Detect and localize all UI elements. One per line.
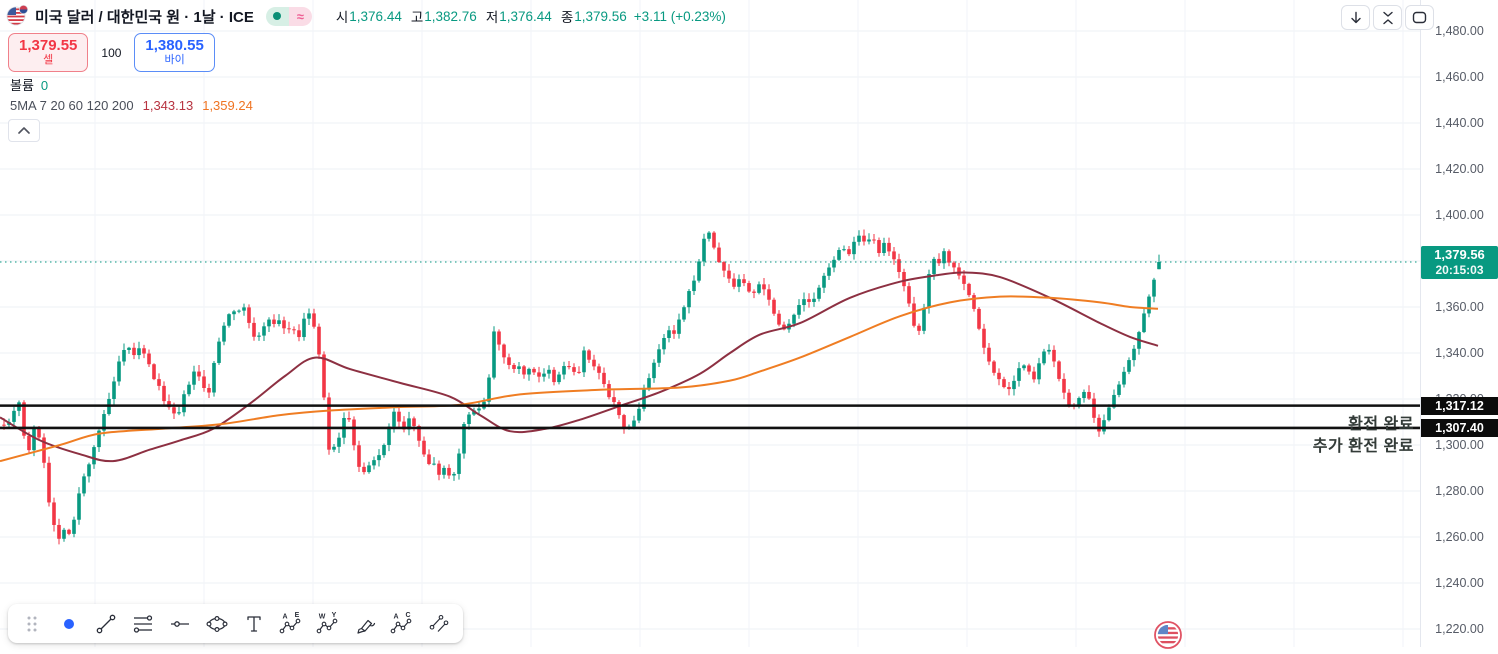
buy-price: 1,380.55 <box>145 37 204 54</box>
volume-legend[interactable]: 볼륨 0 <box>10 75 48 94</box>
close-value: 1,379.56 <box>574 8 627 24</box>
symbol-title[interactable]: 미국 달러 / 대한민국 원 · 1날 · ICE <box>35 8 254 26</box>
high-label: 고 <box>410 10 424 25</box>
trend-line-tool-button[interactable] <box>91 609 121 639</box>
collapse-pane-button[interactable] <box>8 119 40 142</box>
brush-tool-button[interactable] <box>350 609 380 639</box>
sell-price: 1,379.55 <box>19 37 78 54</box>
text-icon <box>247 615 261 632</box>
change-value: +3.11 (+0.23%) <box>633 8 726 24</box>
open-label: 시 <box>335 10 349 25</box>
collapse-panes-icon <box>1382 11 1393 24</box>
fullscreen-icon <box>1412 11 1427 24</box>
dot-tool-button[interactable] <box>54 609 84 639</box>
ellipse-tool-button[interactable] <box>202 609 232 639</box>
ellipse-icon <box>206 615 228 632</box>
last-price-badge: 1,379.56 20:15:03 <box>1421 246 1498 279</box>
text-tool-button[interactable] <box>239 609 269 639</box>
sell-label: 셀 <box>43 54 54 66</box>
close-label: 종 <box>560 10 574 25</box>
sell-button[interactable]: 1,379.55 셀 <box>8 33 89 72</box>
price-axis-tick: 1,440.00 <box>1435 116 1484 130</box>
ma-dark-line[interactable] <box>0 271 1159 463</box>
price-axis-tick: 1,260.00 <box>1435 530 1484 544</box>
annotation-line2-label[interactable]: 추가 환전 완료 <box>1312 437 1414 455</box>
candles-layer <box>2 229 1161 545</box>
svg-text:A: A <box>393 613 398 620</box>
annotation-line1-label[interactable]: 환전 완료 <box>1348 415 1414 433</box>
fullscreen-button[interactable] <box>1405 5 1434 30</box>
svg-text:C: C <box>405 612 410 619</box>
quantity-field[interactable]: 100 <box>101 45 122 60</box>
buy-button[interactable]: 1,380.55 바이 <box>134 33 215 72</box>
horizontal-ray-tool-button[interactable] <box>165 609 195 639</box>
price-axis-tick: 1,220.00 <box>1435 622 1484 636</box>
horizontal-lines-icon <box>133 614 153 633</box>
volume-value: 0 <box>40 78 49 93</box>
line1-price-badge: 1,317.12 <box>1421 396 1498 415</box>
price-axis-tick: 1,420.00 <box>1435 162 1484 176</box>
dot-icon <box>64 618 74 629</box>
price-axis-tick: 1,240.00 <box>1435 576 1484 590</box>
trend-line-icon <box>96 614 116 633</box>
symbol-flag-icon <box>6 5 28 27</box>
chevron-up-icon <box>18 127 30 134</box>
price-axis[interactable]: 1,480.00 1,460.00 1,440.00 1,420.00 1,400.00… <box>1420 0 1498 647</box>
arrow-down-button[interactable] <box>1341 5 1370 30</box>
price-axis-tick: 1,300.00 <box>1435 438 1484 452</box>
price-axis-tick: 1,480.00 <box>1435 24 1484 38</box>
volume-label: 볼륨 <box>10 78 34 93</box>
open-value: 1,376.44 <box>349 8 402 24</box>
horizontal-lines-tool-button[interactable] <box>128 609 158 639</box>
candlestick-chart[interactable] <box>0 0 1421 647</box>
price-axis-tick: 1,400.00 <box>1435 208 1484 222</box>
last-price-time: 20:15:03 <box>1435 263 1484 277</box>
last-price-value: 1,379.56 <box>1434 247 1485 262</box>
line2-price-badge: 1,307.40 <box>1421 418 1498 437</box>
buy-label: 바이 <box>164 54 185 66</box>
drag-handle-icon <box>27 616 37 631</box>
high-value: 1,382.76 <box>424 8 477 24</box>
drawing-toolbar: A E W Y <box>8 604 463 643</box>
xabcd-pattern-icon: A E <box>279 612 301 633</box>
parallel-channel-tool-button[interactable] <box>424 609 454 639</box>
low-value: 1,376.44 <box>499 8 552 24</box>
us-flag-marker-icon <box>1154 621 1182 649</box>
ma-legend[interactable]: 5MA 7 20 60 120 200 1,343.13 1,359.24 <box>10 98 253 113</box>
svg-text:W: W <box>319 613 326 620</box>
ohlc-readout: 시 1,376.44 고 1,382.76 저 1,376.44 종 1,379.56 … <box>322 6 726 26</box>
horizontal-ray-icon <box>171 620 189 627</box>
xabcd-pattern-tool-button[interactable]: A E <box>276 609 306 639</box>
price-axis-tick: 1,280.00 <box>1435 484 1484 498</box>
abcd-pattern-icon: A C <box>390 612 412 633</box>
elliott-wave-tool-button[interactable]: W Y <box>313 609 343 639</box>
price-axis-tick: 1,340.00 <box>1435 346 1484 360</box>
svg-text:Y: Y <box>332 612 337 619</box>
arrow-down-icon <box>1350 11 1361 23</box>
elliott-wave-icon: W Y <box>316 612 338 633</box>
delayed-data-icon: ≈ <box>288 6 312 26</box>
svg-text:E: E <box>295 612 300 619</box>
svg-text:A: A <box>282 613 287 620</box>
brush-icon <box>357 619 376 634</box>
ma1-value: 1,343.13 <box>142 98 194 113</box>
ma2-value: 1,359.24 <box>202 98 253 113</box>
grid-layer <box>0 0 1421 647</box>
toolbar-drag-handle[interactable] <box>17 609 47 639</box>
low-label: 저 <box>485 10 499 25</box>
collapse-panes-button[interactable] <box>1373 5 1402 30</box>
market-status-pill[interactable]: ≈ <box>265 6 312 26</box>
price-axis-tick: 1,460.00 <box>1435 70 1484 84</box>
ma-label: 5MA 7 20 60 120 200 <box>10 98 134 113</box>
market-open-dot-icon <box>265 6 289 26</box>
abcd-pattern-tool-button[interactable]: A C <box>387 609 417 639</box>
price-axis-tick: 1,360.00 <box>1435 300 1484 314</box>
ma-orange-line[interactable] <box>0 295 1159 463</box>
parallel-channel-icon <box>429 614 449 632</box>
